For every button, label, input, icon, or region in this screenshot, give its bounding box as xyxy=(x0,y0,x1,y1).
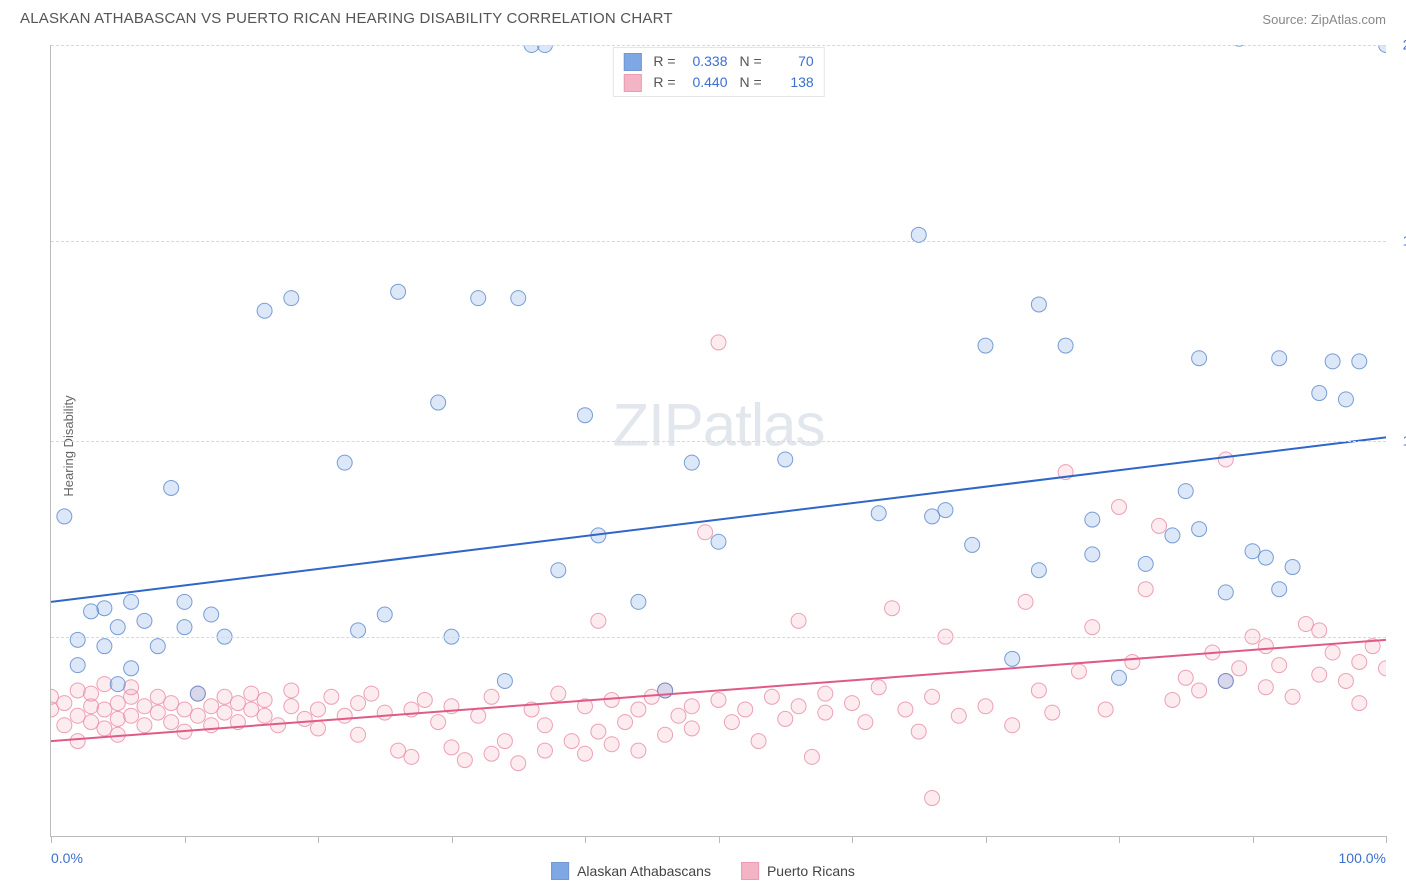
chart-title: ALASKAN ATHABASCAN VS PUERTO RICAN HEARI… xyxy=(20,10,673,27)
chart-header: ALASKAN ATHABASCAN VS PUERTO RICAN HEARI… xyxy=(0,0,1406,33)
gridline xyxy=(51,241,1386,242)
chart-area: R = 0.338 N = 70 R = 0.440 N = 138 ZIPat… xyxy=(50,45,1386,837)
x-tick xyxy=(1253,836,1254,843)
x-tick xyxy=(318,836,319,843)
x-max-label: 100.0% xyxy=(1339,850,1386,866)
legend-item-puerto: Puerto Ricans xyxy=(741,862,855,880)
x-tick xyxy=(852,836,853,843)
plot-area: R = 0.338 N = 70 R = 0.440 N = 138 ZIPat… xyxy=(50,45,1386,837)
x-tick xyxy=(452,836,453,843)
stats-row-alaskan: R = 0.338 N = 70 xyxy=(623,51,813,72)
x-tick xyxy=(719,836,720,843)
gridline xyxy=(51,45,1386,46)
gridline xyxy=(51,441,1386,442)
legend-item-alaskan: Alaskan Athabascans xyxy=(551,862,711,880)
x-tick xyxy=(51,836,52,843)
chart-source: Source: ZipAtlas.com xyxy=(1262,12,1386,27)
watermark: ZIPatlas xyxy=(612,390,824,459)
swatch-alaskan xyxy=(623,53,641,71)
x-tick xyxy=(585,836,586,843)
source-link[interactable]: ZipAtlas.com xyxy=(1311,12,1386,27)
x-tick xyxy=(185,836,186,843)
x-min-label: 0.0% xyxy=(51,850,83,866)
x-tick xyxy=(1119,836,1120,843)
stats-legend: R = 0.338 N = 70 R = 0.440 N = 138 xyxy=(612,47,824,97)
swatch-alaskan-bottom xyxy=(551,862,569,880)
x-tick xyxy=(986,836,987,843)
gridline xyxy=(51,637,1386,638)
series-legend: Alaskan Athabascans Puerto Ricans xyxy=(551,862,855,880)
stats-row-puerto: R = 0.440 N = 138 xyxy=(623,72,813,93)
x-tick xyxy=(1386,836,1387,843)
swatch-puerto-bottom xyxy=(741,862,759,880)
swatch-puerto xyxy=(623,74,641,92)
